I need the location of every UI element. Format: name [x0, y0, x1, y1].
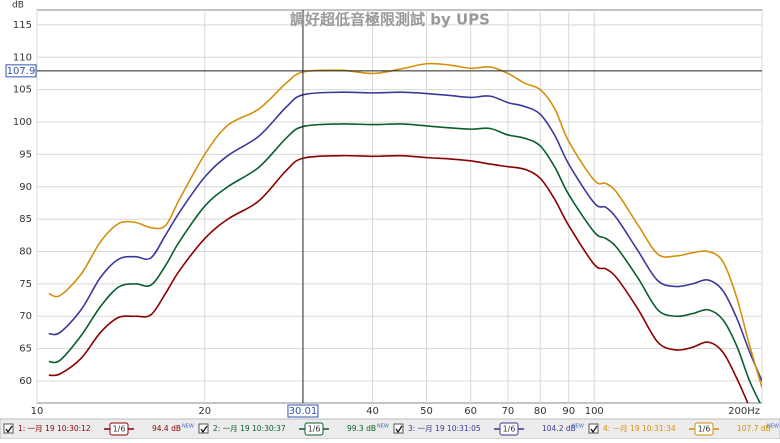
legend-level: 99.3 dB [347, 424, 376, 433]
legend-checkbox[interactable] [3, 423, 14, 434]
legend-check [590, 425, 598, 434]
legend-name: 3: 一月 19 10:31:05 [408, 424, 481, 433]
cursor-y-label: 107.9 [7, 66, 36, 77]
legend-name: 4: 一月 19 10:31:34 [603, 424, 676, 433]
legend-level: 104.2 dB [542, 424, 576, 433]
x-tick-label: 10 [31, 406, 44, 417]
legend-smoothing-box [694, 422, 714, 436]
legend-smoothing-box [304, 422, 324, 436]
legend-checkbox[interactable] [393, 423, 404, 434]
cursor-x-box [287, 404, 319, 418]
y-tick-label: 85 [19, 214, 32, 225]
cursor-x-label: 30.01 [289, 406, 318, 417]
x-tick-label: 100 [585, 406, 604, 417]
legend-smoothing: 1/6 [308, 425, 321, 434]
legend-badge: NEW [767, 424, 779, 430]
legend-badge: NEW [182, 424, 194, 430]
legend-smoothing: 1/6 [698, 425, 711, 434]
chart-title: 調好超低音極限測試 by UPS [290, 11, 490, 29]
y-tick-label: 75 [19, 279, 32, 290]
y-tick-label: 70 [19, 311, 32, 322]
legend-smoothing: 1/6 [503, 425, 516, 434]
legend-badge: NEW [377, 424, 389, 430]
y-axis-label: dB [12, 1, 24, 11]
x-tick-label: 70 [502, 406, 515, 417]
overlay: 107.9 30.01 [5, 10, 762, 418]
y-tick-label: 95 [19, 149, 32, 160]
y-tick-label: 115 [13, 20, 32, 31]
y-tick-label: 80 [19, 246, 32, 257]
legend-check [200, 425, 208, 434]
series-line [48, 123, 761, 403]
lines [48, 62, 762, 403]
y-tick-label: 105 [13, 85, 32, 96]
y-tick-label: 100 [13, 117, 32, 128]
plot-area [36, 9, 763, 404]
legend-name: 2: 一月 19 10:30:37 [213, 424, 286, 433]
legend-name: 1: 一月 19 10:30:12 [18, 424, 91, 433]
series-line [48, 62, 762, 388]
legend-smoothing-box [109, 422, 129, 436]
legend-badge: NEW [572, 424, 584, 430]
x-tick-label: 40 [366, 406, 379, 417]
y-tick-label: 110 [13, 52, 32, 63]
y-tick-label: 90 [19, 182, 32, 193]
x-tick-label: 50 [420, 406, 433, 417]
legend-smoothing: 1/6 [113, 425, 126, 434]
legend-smoothing-box [499, 422, 519, 436]
x-tick-label: 200Hz [728, 406, 760, 417]
legend-level: 107.7 dB [737, 424, 771, 433]
legend-checkbox[interactable] [198, 423, 209, 434]
series-line [48, 91, 762, 382]
legend-check [5, 425, 13, 434]
y-tick-label: 65 [19, 344, 32, 355]
legend-level: 94.4 dB [152, 424, 181, 433]
x-tick-label: 90 [562, 406, 575, 417]
legend-check [395, 425, 403, 434]
x-tick-label: 60 [464, 406, 477, 417]
y-tick-label: 60 [19, 376, 32, 387]
x-tick-label: 80 [534, 406, 547, 417]
series-line [48, 154, 749, 403]
cursor-y-box [5, 64, 37, 78]
x-tick-label: 20 [198, 406, 211, 417]
legend-checkbox[interactable] [588, 423, 599, 434]
